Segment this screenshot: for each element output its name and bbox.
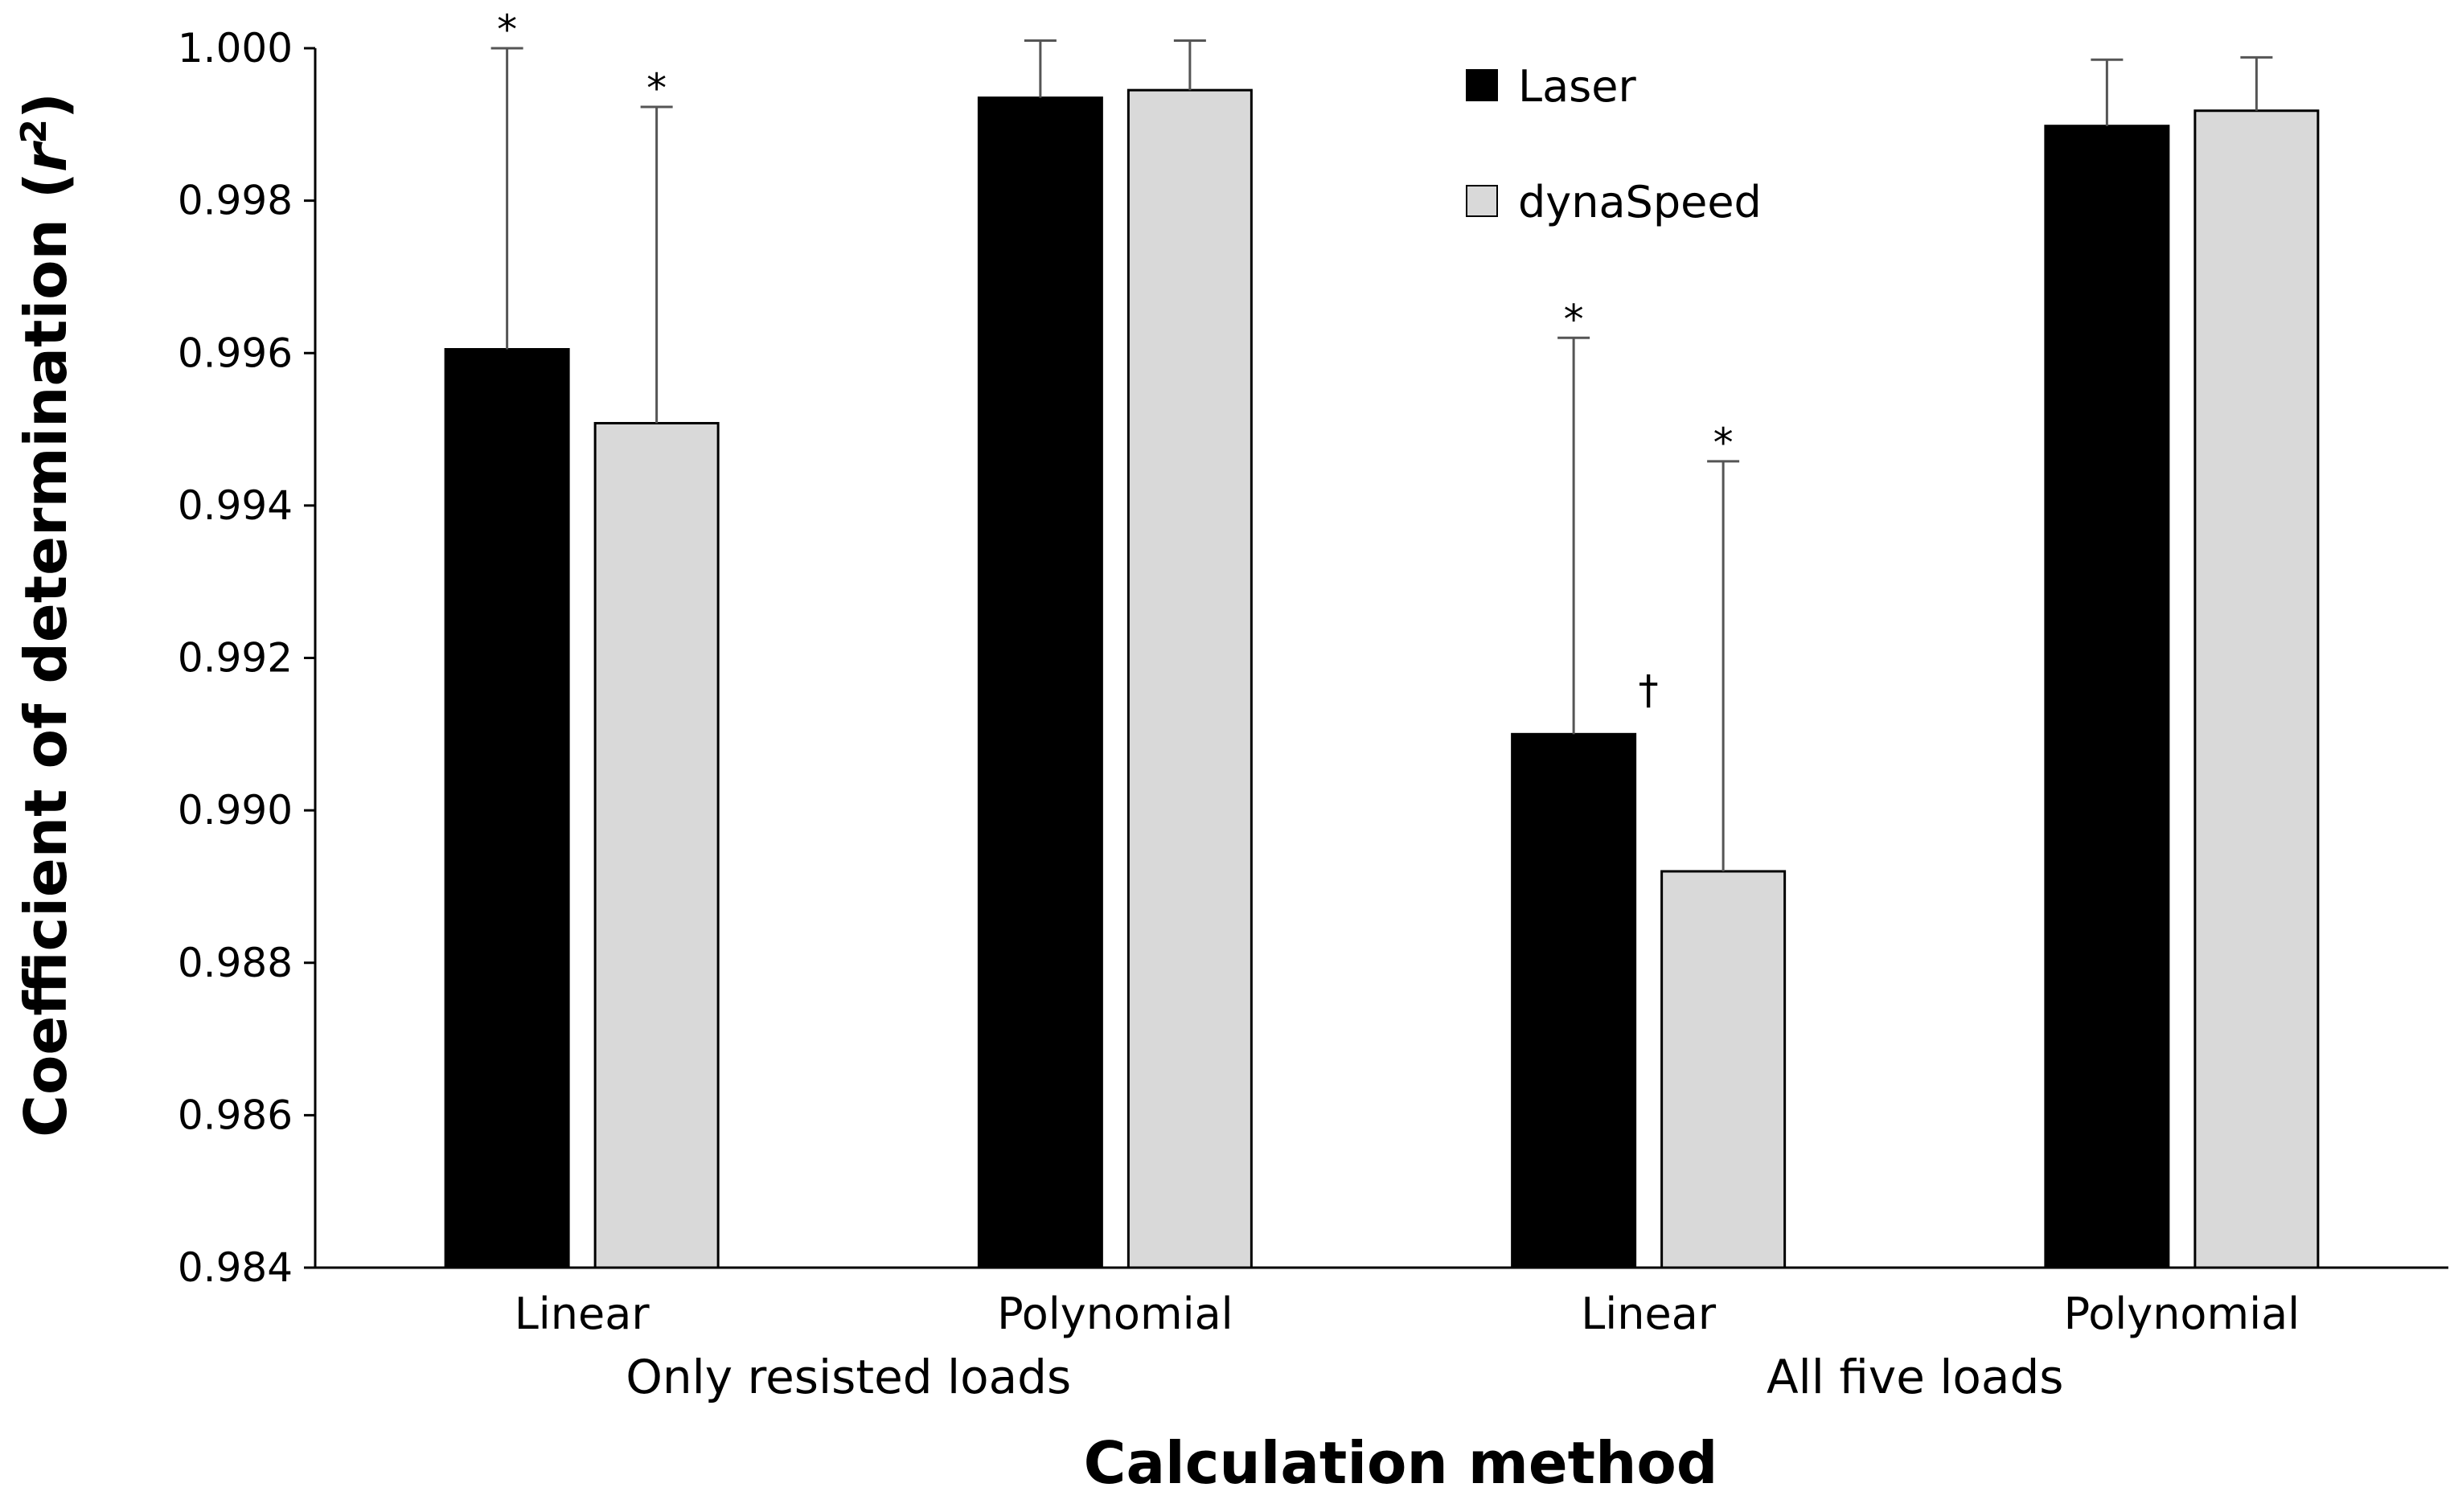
bar [1511,732,1637,1269]
x-group-label: Only resisted loads [626,1350,1071,1404]
significance-marker: * [1713,420,1734,466]
legend: Laser dynaSpeed [1466,61,1762,227]
legend-label-dynaspeed: dynaSpeed [1518,177,1762,227]
bar [977,96,1103,1269]
bar [2193,109,2320,1269]
bar [444,348,570,1269]
y-axis: 0.984 0.986 0.988 0.990 0.992 0.994 0.996 0.998… [178,25,317,1291]
y-tick-label: 0.998 [178,178,293,224]
x-axis: Linear Polynomial Linear Polynomial Only res… [315,1266,2448,1404]
legend-swatch-dynaspeed [1466,185,1498,217]
significance-marker: * [497,6,517,53]
bar [1126,88,1253,1269]
legend-swatch-laser [1466,69,1498,101]
bar [2044,125,2170,1269]
y-tick-label: 0.990 [178,787,293,834]
x-category-label: Linear [1581,1289,1717,1339]
legend-label-laser: Laser [1518,61,1637,112]
bar [593,421,720,1269]
y-axis-title: Coefficient of determination (r2) [12,92,80,1137]
y-tick-label: 0.996 [178,330,293,376]
x-category-label: Polynomial [997,1289,1233,1339]
significance-marker: * [1564,296,1584,342]
bar [1660,870,1787,1269]
x-category-label: Linear [515,1289,650,1339]
significance-marker: * [646,65,667,112]
x-category-label: Polynomial [2064,1289,2300,1339]
y-tick-label: 0.992 [178,635,293,682]
y-tick-label: 0.988 [178,940,293,986]
y-tick-label: 0.994 [178,482,293,529]
x-axis-title: Calculation method [1084,1429,1718,1497]
y-tick-label: 0.984 [178,1244,293,1291]
bars: * * * * † [444,6,2320,1269]
y-tick-label: 1.000 [178,25,293,72]
x-group-label: All five loads [1767,1350,2064,1404]
y-tick-label: 0.986 [178,1092,293,1138]
dagger-annotation: † [1639,666,1659,713]
